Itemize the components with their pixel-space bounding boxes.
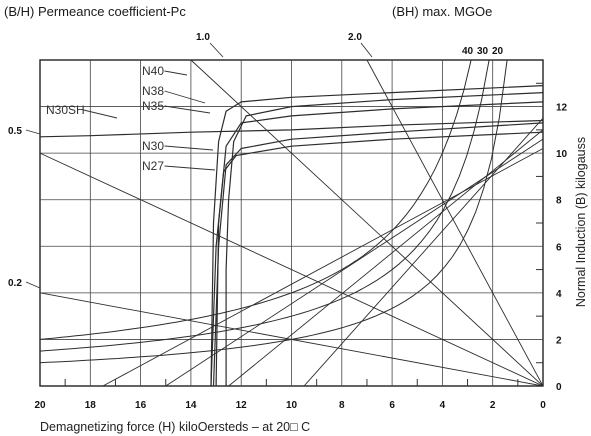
leader-n35 (164, 105, 211, 114)
x-tick-label: 16 (135, 400, 147, 411)
bhmax-curve (39, 59, 508, 364)
permeance-coefficient-title: (B/H) Permeance coefficient-Pc (4, 4, 186, 19)
permeance-line (190, 59, 544, 387)
permeance-label-1-0: 1.0 (196, 32, 210, 43)
permeance-label-2-0: 2.0 (348, 32, 362, 43)
label-n30sh: N30SH (46, 103, 85, 117)
leader-n38 (164, 90, 206, 104)
x-tick-label: 20 (34, 400, 46, 411)
bhmax-curve (39, 59, 472, 340)
y-tick-label: 6 (556, 242, 562, 253)
curve-n30sh (39, 119, 544, 138)
bhmax-label-20: 20 (492, 46, 504, 57)
load-line (102, 148, 544, 387)
permeance-tick (25, 129, 41, 135)
curve-n38 (225, 92, 544, 386)
label-n40: N40 (142, 64, 164, 78)
label-n30: N30 (142, 139, 164, 153)
leader-n30sh (83, 109, 118, 119)
bhmax-title: (BH) max. MGOe (392, 4, 493, 19)
y-tick-label: 2 (556, 335, 562, 346)
x-tick-label: 2 (490, 400, 496, 411)
x-tick-label: 14 (185, 400, 197, 411)
permeance-label-0-2: 0.2 (8, 278, 22, 289)
x-tick-label: 4 (440, 400, 446, 411)
curve-n30 (212, 122, 544, 387)
leader-n40 (164, 70, 188, 76)
curve-n27 (210, 131, 544, 387)
leader-n27 (164, 165, 216, 171)
load-line (165, 138, 544, 387)
x-axis-title: Demagnetizing force (H) kiloOersteds – a… (40, 420, 310, 434)
label-n35: N35 (142, 99, 164, 113)
x-tick-label: 12 (236, 400, 248, 411)
permeance-line (39, 152, 544, 387)
x-tick-label: 0 (540, 400, 546, 411)
load-line (303, 117, 544, 387)
label-n38: N38 (142, 84, 164, 98)
bhmax-label-40: 40 (462, 46, 474, 57)
y-tick-label: 0 (556, 382, 562, 393)
permeance-tick (25, 281, 41, 289)
y-tick-label: 4 (556, 289, 562, 300)
permeance-label-0-5: 0.5 (8, 126, 22, 137)
load-line (228, 129, 544, 387)
x-tick-label: 10 (286, 400, 298, 411)
leader-n30 (164, 145, 214, 151)
x-tick-label: 8 (339, 400, 345, 411)
permeance-line (366, 59, 544, 387)
bhmax-curve (39, 59, 490, 352)
y-tick-label: 8 (556, 196, 562, 207)
x-tick-label: 18 (85, 400, 97, 411)
permeance-tick (360, 42, 373, 58)
bhmax-label-30: 30 (477, 46, 489, 57)
y-tick-label: 12 (556, 103, 568, 114)
permeance-tick (209, 42, 224, 58)
curve-n40 (210, 85, 544, 387)
label-n27: N27 (142, 159, 164, 173)
x-tick-label: 6 (389, 400, 395, 411)
y-axis-title: Normal Induction (B) kilogauss (574, 137, 588, 307)
y-tick-label: 10 (556, 149, 568, 160)
